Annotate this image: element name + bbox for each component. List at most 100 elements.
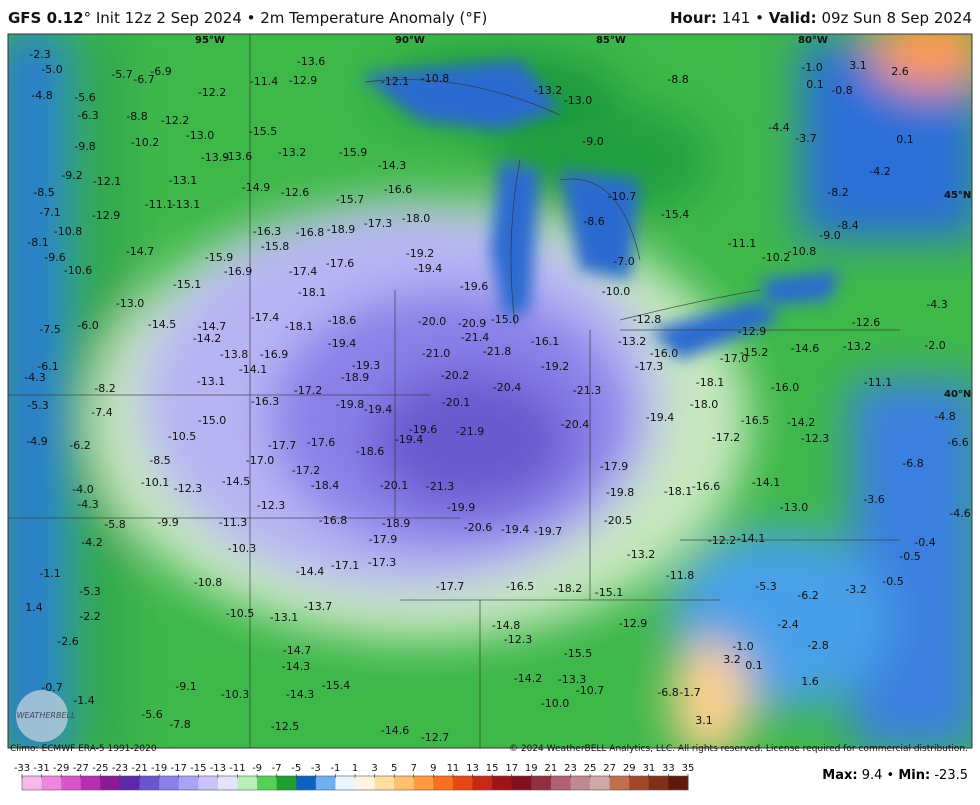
colorbar-swatch	[609, 776, 630, 790]
anomaly-value: -14.1	[752, 476, 780, 489]
anomaly-value: -12.9	[619, 617, 647, 630]
anomaly-value: -8.2	[827, 186, 848, 199]
anomaly-value: -18.1	[298, 286, 326, 299]
colorbar-swatch	[119, 776, 141, 790]
colorbar-label: 5	[391, 763, 397, 774]
anomaly-value: -4.3	[24, 371, 45, 384]
anomaly-value: -18.9	[382, 517, 410, 530]
anomaly-value: -18.1	[285, 320, 313, 333]
anomaly-value: -13.2	[843, 340, 871, 353]
colorbar-swatch	[550, 776, 571, 790]
anomaly-value: -14.2	[514, 672, 542, 685]
anomaly-value: -15.0	[198, 414, 226, 427]
colorbar-label: -21	[131, 763, 147, 774]
anomaly-value: -11.1	[864, 376, 892, 389]
anomaly-value: -14.6	[791, 342, 819, 355]
colorbar-swatch	[257, 776, 278, 790]
anomaly-value: -16.9	[224, 265, 252, 278]
anomaly-value: -15.4	[322, 679, 350, 692]
anomaly-value: -5.3	[755, 580, 776, 593]
anomaly-value: -18.9	[341, 371, 369, 384]
longitude-label: 85°W	[596, 35, 626, 46]
longitude-label: 95°W	[195, 35, 225, 46]
colorbar-swatch	[472, 776, 493, 790]
climo-note: Climo: ECMWF ERA-5 1991-2020	[10, 744, 157, 754]
anomaly-value: -8.8	[126, 110, 147, 123]
anomaly-value: -18.0	[402, 212, 430, 225]
anomaly-value: -19.2	[406, 247, 434, 260]
anomaly-value: -10.7	[576, 684, 604, 697]
anomaly-value: -17.2	[712, 431, 740, 444]
anomaly-value: -2.6	[57, 635, 78, 648]
colorbar-swatch	[570, 776, 591, 790]
anomaly-value: -1.0	[801, 61, 822, 74]
colorbar-swatch	[433, 776, 454, 790]
anomaly-value: -4.0	[72, 483, 93, 496]
anomaly-value: -13.9	[201, 151, 229, 164]
anomaly-value: -0.5	[882, 575, 903, 588]
anomaly-value: 0.1	[806, 78, 824, 91]
anomaly-value: -14.3	[282, 660, 310, 673]
colorbar-label: -29	[53, 763, 69, 774]
colorbar-label: 3	[371, 763, 377, 774]
anomaly-value: -15.5	[564, 647, 592, 660]
anomaly-value: -10.3	[221, 688, 249, 701]
colorbar-label: 1	[352, 763, 358, 774]
anomaly-value: -12.9	[92, 209, 120, 222]
anomaly-value: -9.8	[74, 140, 95, 153]
anomaly-value: 2.6	[891, 65, 909, 78]
anomaly-value: -17.2	[292, 464, 320, 477]
anomaly-value: -13.3	[558, 673, 586, 686]
colorbar-label: 17	[505, 763, 518, 774]
min-label: Min:	[898, 768, 931, 783]
anomaly-value: -3.2	[845, 583, 866, 596]
anomaly-value: -17.2	[294, 384, 322, 397]
min-value: -23.5	[934, 768, 968, 783]
anomaly-value: -12.2	[161, 114, 189, 127]
anomaly-value: -2.8	[807, 639, 828, 652]
description: ° Init 12z 2 Sep 2024 • 2m Temperature A…	[83, 9, 488, 27]
anomaly-value: -13.7	[304, 600, 332, 613]
anomaly-value: -20.1	[380, 479, 408, 492]
anomaly-value: -21.8	[483, 345, 511, 358]
anomaly-value: -14.3	[378, 159, 406, 172]
anomaly-value: -14.9	[242, 181, 270, 194]
colorbar-label: 33	[662, 763, 675, 774]
colorbar-label: 21	[545, 763, 558, 774]
anomaly-value: -17.4	[289, 265, 317, 278]
colorbar-swatch	[394, 776, 415, 790]
anomaly-value: -11.1	[145, 198, 173, 211]
colorbar-swatch	[315, 776, 336, 790]
anomaly-value: -8.1	[27, 236, 48, 249]
anomaly-value: -13.1	[172, 198, 200, 211]
anomaly-value: -18.6	[328, 314, 356, 327]
anomaly-value: -12.1	[381, 75, 409, 88]
anomaly-value: -15.8	[261, 240, 289, 253]
latitude-label: 40°N	[944, 389, 971, 400]
anomaly-value: -12.3	[504, 633, 532, 646]
anomaly-value: -8.6	[583, 215, 604, 228]
anomaly-value: -6.6	[947, 436, 968, 449]
anomaly-value: -12.3	[801, 432, 829, 445]
colorbar-label: -19	[151, 763, 167, 774]
anomaly-value: -7.5	[39, 323, 60, 336]
copyright: © 2024 WeatherBELL Analytics, LLC. All r…	[509, 744, 968, 754]
anomaly-value: -10.6	[64, 264, 92, 277]
anomaly-value: -19.8	[336, 398, 364, 411]
anomaly-value: -21.0	[422, 347, 450, 360]
colorbar-swatch	[198, 776, 219, 790]
anomaly-value: -12.7	[421, 731, 449, 744]
anomaly-value: -17.3	[635, 360, 663, 373]
anomaly-value: -17.7	[268, 439, 296, 452]
valid-label: Valid:	[768, 9, 817, 27]
anomaly-value: -17.9	[600, 460, 628, 473]
anomaly-value: -8.8	[667, 73, 688, 86]
colorbar-label: 19	[525, 763, 538, 774]
anomaly-value: -5.7	[111, 68, 132, 81]
anomaly-value: -12.6	[281, 186, 309, 199]
anomaly-value: -19.4	[414, 262, 442, 275]
anomaly-value: -9.1	[175, 680, 196, 693]
anomaly-value: -8.2	[94, 382, 115, 395]
anomaly-value: -13.2	[278, 146, 306, 159]
